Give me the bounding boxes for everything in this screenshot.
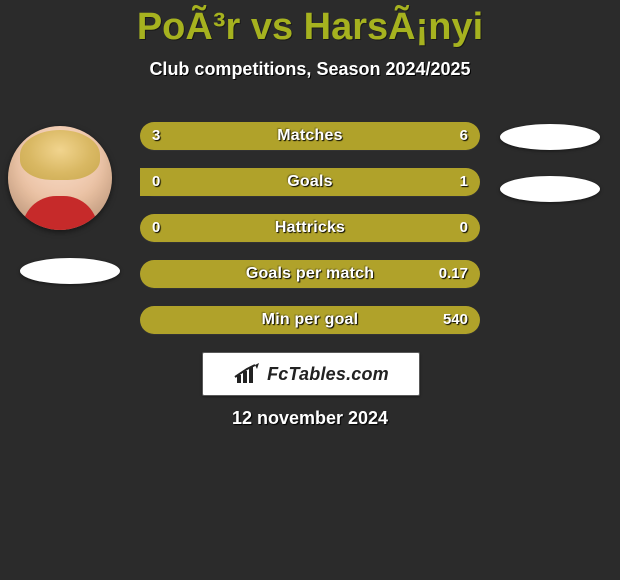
stat-bar: 36Matches	[140, 122, 480, 150]
stat-bar: 540Min per goal	[140, 306, 480, 334]
bar-label: Hattricks	[140, 214, 480, 242]
page-subtitle: Club competitions, Season 2024/2025	[0, 59, 620, 80]
stat-bars: 36Matches 01Goals 00Hattricks 0.17Goals per…	[140, 122, 480, 352]
chart-icon	[233, 363, 261, 385]
bar-label: Min per goal	[140, 306, 480, 334]
player-right-logo	[500, 176, 600, 202]
brand-box: FcTables.com	[202, 352, 420, 396]
bar-label: Goals	[140, 168, 480, 196]
brand-text: FcTables.com	[267, 364, 389, 385]
stat-bar: 01Goals	[140, 168, 480, 196]
bar-label: Matches	[140, 122, 480, 150]
footer-date: 12 november 2024	[0, 408, 620, 429]
bar-label: Goals per match	[140, 260, 480, 288]
player-left-logo	[20, 258, 120, 284]
player-left-avatar	[8, 126, 112, 230]
page-title: PoÃ³r vs HarsÃ¡nyi	[0, 0, 620, 49]
player-right-avatar	[500, 124, 600, 150]
stat-bar: 0.17Goals per match	[140, 260, 480, 288]
stat-bar: 00Hattricks	[140, 214, 480, 242]
